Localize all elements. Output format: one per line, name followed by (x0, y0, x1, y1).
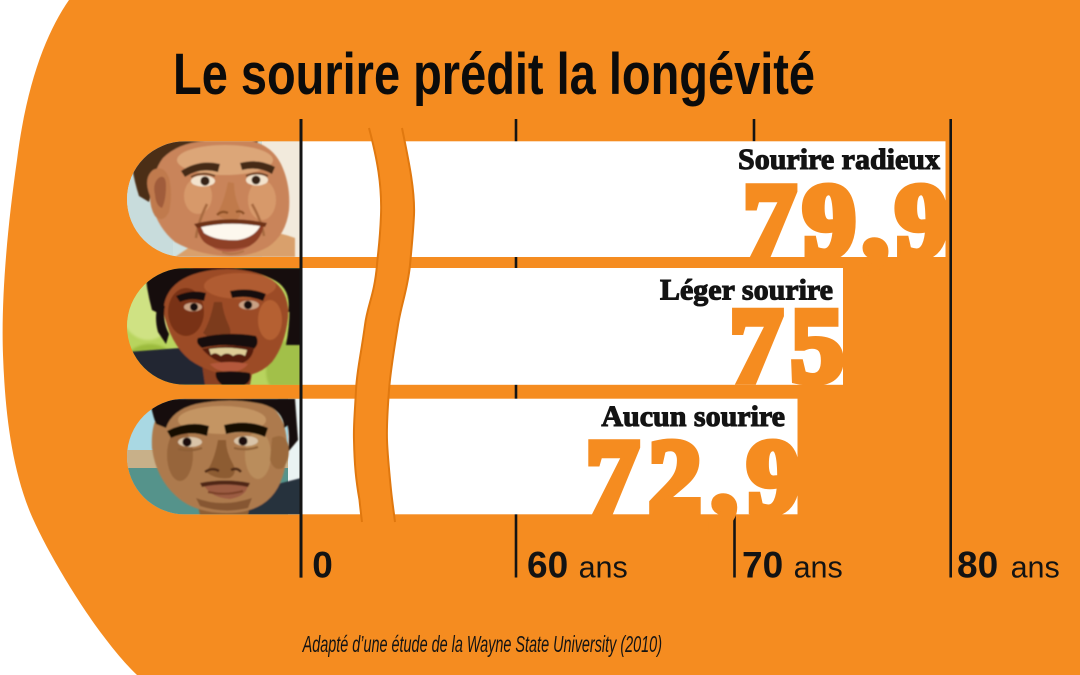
svg-text:ans: ans (579, 551, 628, 585)
svg-text:75: 75 (730, 287, 852, 404)
svg-text:Le sourire prédit la longévité: Le sourire prédit la longévité (173, 42, 815, 107)
svg-text:Adapté d’une étude de la Wayne: Adapté d’une étude de la Wayne State Uni… (301, 631, 662, 657)
svg-text:70: 70 (742, 545, 783, 586)
svg-text:79,9: 79,9 (743, 163, 955, 280)
svg-text:ans: ans (794, 551, 843, 585)
svg-text:60: 60 (527, 545, 568, 586)
svg-text:80: 80 (957, 545, 998, 586)
svg-text:Aucun sourire: Aucun sourire (601, 400, 785, 433)
svg-text:Sourire radieux: Sourire radieux (738, 143, 940, 176)
svg-text:0: 0 (312, 545, 333, 586)
svg-text:72,9: 72,9 (586, 419, 810, 536)
svg-text:Léger sourire: Léger sourire (660, 274, 833, 307)
svg-text:ans: ans (1011, 551, 1060, 585)
